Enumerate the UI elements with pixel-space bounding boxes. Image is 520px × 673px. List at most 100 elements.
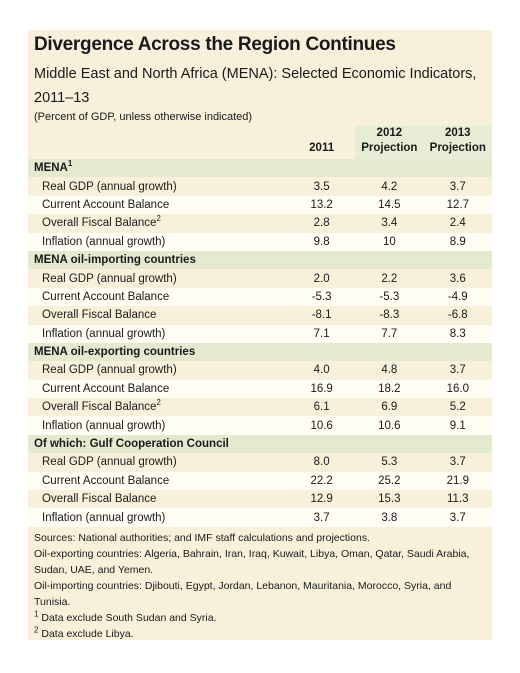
footnote-line: Sources: National authorities; and IMF s…	[34, 532, 370, 544]
value-cell: 9.8	[288, 232, 356, 251]
empty-cell	[288, 250, 356, 270]
row-text: Overall Fiscal Balance	[42, 493, 157, 506]
data-row: Current Account Balance 16.9 18.2 16.0	[28, 379, 492, 399]
value-cell: -4.9	[423, 287, 492, 307]
value-cell: -8.3	[379, 309, 400, 322]
row-label: Inflation (annual growth)	[28, 416, 289, 435]
value-cell: 3.6	[449, 272, 466, 285]
value-cell: 21.9	[423, 471, 492, 491]
footnote-mark: 1	[67, 159, 73, 169]
empty-cell	[355, 250, 424, 270]
empty-cell	[355, 434, 424, 454]
value-cell: 2.4	[449, 217, 466, 230]
row-text: Current Account Balance	[42, 198, 170, 211]
data-row: Inflation (annual growth) 7.1 7.7 8.3	[28, 324, 492, 343]
data-row: Inflation (annual growth) 9.8 10 8.9	[28, 232, 492, 251]
empty-cell	[423, 342, 492, 362]
row-label: Overall Fiscal Balance2	[28, 214, 288, 232]
section-label: MENA1	[28, 159, 289, 178]
section-row: Of which: Gulf Cooperation Council	[28, 434, 492, 454]
row-label: Current Account Balance	[28, 471, 289, 491]
footnote-mark: 2	[34, 625, 39, 635]
value-cell: 7.7	[355, 324, 424, 343]
section-label: MENA oil-exporting countries	[28, 342, 289, 362]
row-label: Overall Fiscal Balance	[28, 490, 288, 508]
value-cell: 16.0	[423, 379, 492, 399]
row-label: Overall Fiscal Balance2	[28, 398, 288, 416]
value-cell: 10.6	[288, 416, 356, 435]
value-cell: 4.2	[381, 180, 398, 193]
note: (Percent of GDP, unless otherwise indica…	[34, 111, 253, 123]
data-row: Current Account Balance 13.2 14.5 12.7	[28, 195, 492, 215]
footnote-mark: 2	[156, 398, 161, 408]
value-cell: 12.9	[310, 493, 333, 506]
empty-cell	[423, 159, 492, 178]
value-cell: 3.5	[313, 180, 330, 193]
value-cell: 10	[355, 232, 424, 251]
footnote-mark: 1	[34, 609, 39, 619]
value-cell: 2.0	[313, 272, 330, 285]
column-sub: Projection	[361, 142, 418, 154]
section-label: Of which: Gulf Cooperation Council	[28, 434, 289, 454]
section-text: Of which: Gulf Cooperation Council	[34, 438, 229, 451]
empty-cell	[288, 159, 356, 178]
footnotes: Sources: National authorities; and IMF s…	[34, 530, 486, 642]
footnote-line: Oil-exporting countries: Algeria, Bahrai…	[34, 548, 470, 576]
value-cell: -6.8	[447, 309, 468, 322]
value-cell: 4.0	[313, 364, 330, 377]
value-cell: 3.4	[381, 217, 398, 230]
row-label: Inflation (annual growth)	[28, 324, 289, 343]
value-cell: 3.8	[355, 508, 424, 527]
value-cell: 14.5	[355, 195, 424, 215]
section-label: MENA oil-importing countries	[28, 250, 289, 270]
row-text: Inflation (annual growth)	[42, 327, 166, 340]
footnote: 2 Data exclude Libya.	[34, 626, 486, 642]
data-row: Current Account Balance -5.3 -5.3 -4.9	[28, 287, 492, 307]
value-cell: 5.3	[381, 456, 398, 469]
empty-cell	[288, 342, 356, 362]
row-text: Real GDP (annual growth)	[42, 364, 177, 377]
value-cell: 3.7	[449, 180, 466, 193]
row-text: Real GDP (annual growth)	[42, 180, 177, 193]
row-text: Inflation (annual growth)	[42, 419, 166, 432]
value-cell: 3.7	[449, 364, 466, 377]
footnote-text: Data exclude South Sudan and Syria.	[41, 612, 217, 624]
row-text: Inflation (annual growth)	[42, 235, 166, 248]
column-header: 2013 Projection	[423, 126, 492, 159]
value-cell: 8.3	[423, 324, 492, 343]
header-row: 2011 2012 Projection 2013 Projection	[28, 126, 492, 159]
section-row: MENA oil-importing countries	[28, 250, 492, 270]
value-cell: 22.2	[288, 471, 356, 491]
data-row: Real GDP (annual growth) 3.5 4.2 3.7	[28, 177, 492, 195]
row-label: Real GDP (annual growth)	[28, 453, 288, 471]
value-cell: 2.2	[381, 272, 398, 285]
row-label: Real GDP (annual growth)	[28, 177, 288, 195]
value-cell: 2.8	[313, 217, 330, 230]
row-text: Current Account Balance	[42, 474, 170, 487]
subtitle: Middle East and North Africa (MENA): Sel…	[34, 66, 477, 106]
data-row: Current Account Balance 22.2 25.2 21.9	[28, 471, 492, 491]
empty-cell	[355, 342, 424, 362]
empty-cell	[423, 250, 492, 270]
value-cell: 3.7	[423, 508, 492, 527]
value-cell: -8.1	[311, 309, 332, 322]
header-cell	[28, 126, 288, 159]
table: 2011 2012 Projection 2013 Projection MENA1 Rea…	[28, 126, 492, 527]
data-row: Inflation (annual growth) 10.6 10.6 9.1	[28, 416, 492, 435]
footnote-line: Oil-importing countries: Djibouti, Egypt…	[34, 580, 452, 608]
value-cell: 8.9	[423, 232, 492, 251]
column-year: 2012	[376, 127, 403, 139]
value-cell: 4.8	[381, 364, 398, 377]
row-text: Current Account Balance	[42, 290, 170, 303]
value-cell: 7.1	[288, 324, 356, 343]
value-cell: 16.9	[288, 379, 356, 399]
title: Divergence Across the Region Continues	[34, 34, 396, 55]
row-text: Overall Fiscal Balance	[42, 309, 157, 322]
value-cell: 15.3	[378, 493, 401, 506]
data-row: Overall Fiscal Balance2 2.8 3.4 2.4	[28, 214, 492, 232]
column-header: 2011	[288, 126, 355, 159]
value-cell: 18.2	[355, 379, 424, 399]
value-cell: 11.3	[447, 493, 469, 506]
footnote-text: Data exclude Libya.	[41, 628, 134, 640]
empty-cell	[423, 434, 492, 454]
